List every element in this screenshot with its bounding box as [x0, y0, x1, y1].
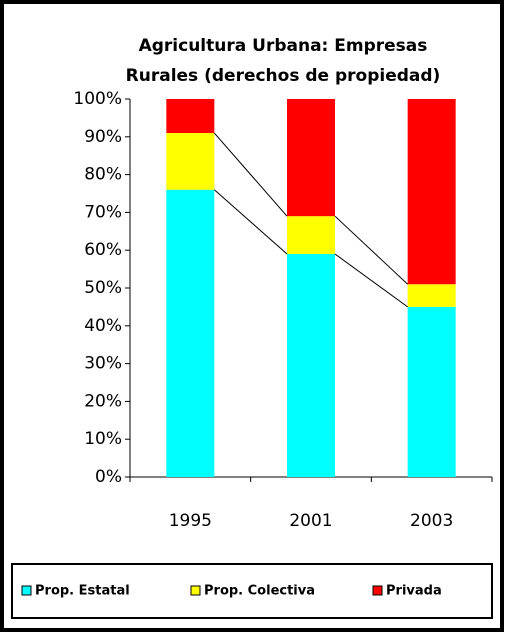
x-tick-label: 2001: [289, 511, 332, 531]
legend-swatch: [21, 585, 32, 596]
x-tick-label: 1995: [169, 511, 212, 531]
y-tick-label: 40%: [84, 316, 122, 336]
y-tick-label: 60%: [84, 240, 122, 260]
bar-segment: [166, 133, 215, 190]
legend-label: Privada: [386, 584, 442, 599]
bar-segment: [166, 189, 215, 477]
y-tick-label: 70%: [84, 202, 122, 222]
y-tick-label: 0%: [95, 467, 122, 487]
bar-segment: [407, 306, 456, 477]
series-line: [214, 189, 288, 255]
y-tick-label: 90%: [84, 127, 122, 147]
bar-segment: [166, 99, 215, 134]
series-line: [213, 132, 288, 217]
legend-box: [11, 563, 493, 619]
y-tick-label: 100%: [73, 89, 122, 109]
bar-segment: [287, 99, 335, 217]
series-line: [334, 253, 408, 308]
bar-segment: [407, 99, 456, 285]
legend-label: Prop. Colectiva: [204, 584, 315, 599]
x-tick-label: 2003: [410, 511, 453, 531]
y-tick-label: 20%: [84, 391, 122, 411]
y-tick-label: 10%: [84, 429, 122, 449]
y-tick-label: 80%: [84, 165, 122, 185]
legend-label: Prop. Estatal: [35, 584, 130, 599]
bar-segment: [407, 284, 456, 307]
y-tick-label: 50%: [84, 278, 122, 298]
series-line: [334, 215, 409, 285]
y-tick-label: 30%: [84, 354, 122, 374]
legend-swatch: [372, 585, 383, 596]
bar-segment: [287, 216, 335, 254]
legend-swatch: [190, 585, 201, 596]
chart-title: Rurales (derechos de propiedad): [126, 66, 441, 86]
bar-segment: [287, 253, 335, 477]
chart-title: Agricultura Urbana: Empresas: [139, 36, 428, 56]
